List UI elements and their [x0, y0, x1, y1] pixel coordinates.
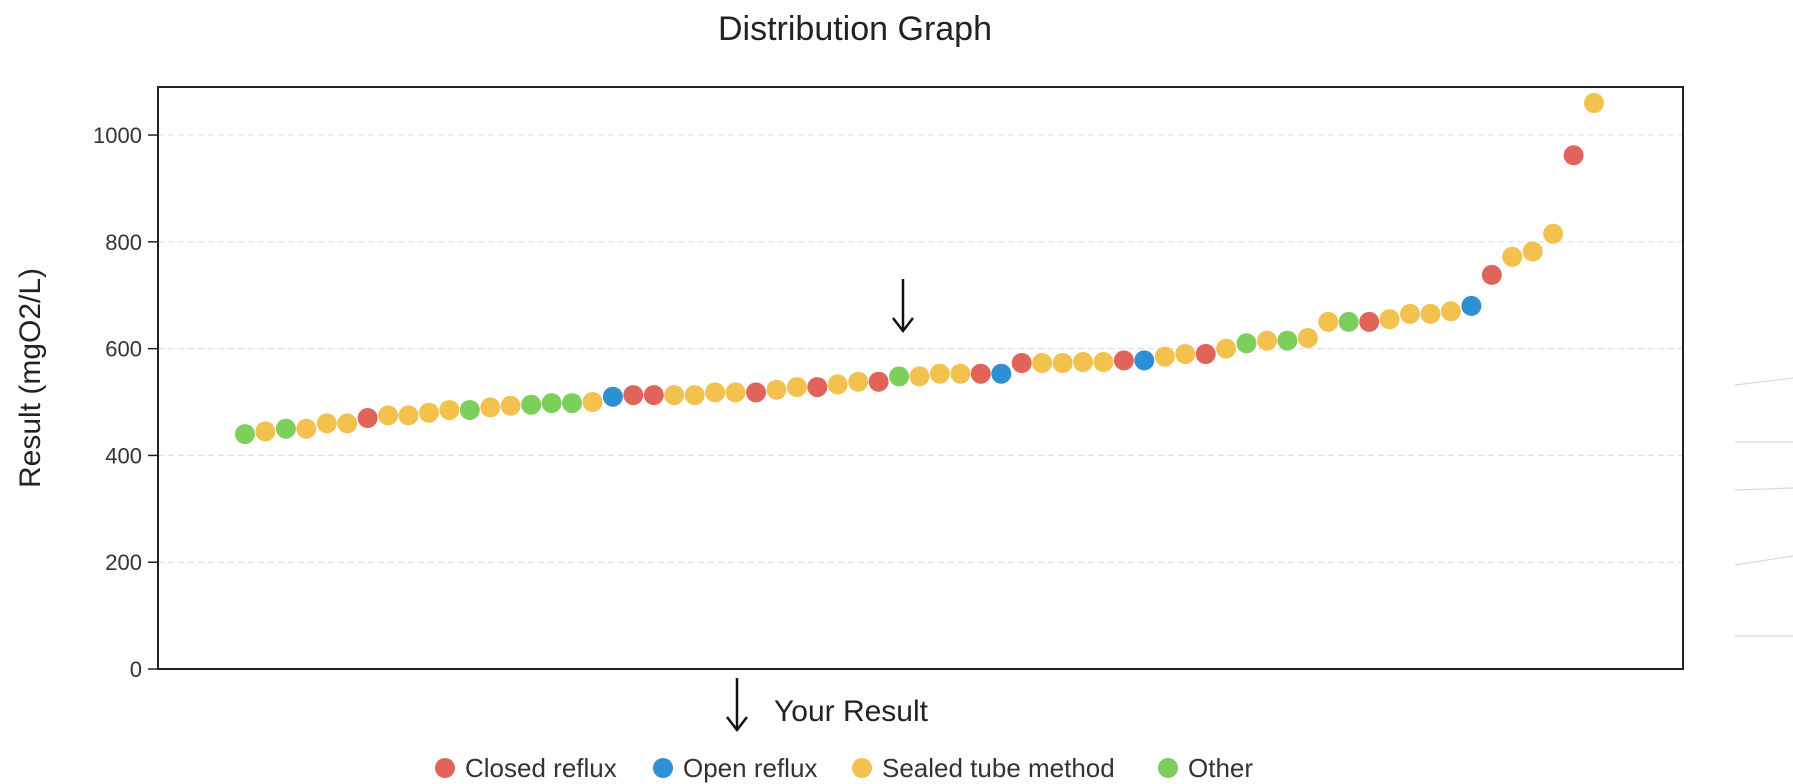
y-tick-label: 200 [105, 550, 142, 575]
data-point[interactable] [562, 393, 582, 414]
data-point[interactable] [643, 385, 664, 406]
data-point[interactable] [1338, 311, 1359, 332]
data-point[interactable] [786, 377, 807, 398]
data-point[interactable] [746, 382, 766, 403]
legend: Closed reflux Open reflux Sealed tube meth… [435, 753, 1253, 783]
y-tick-label: 0 [130, 657, 142, 682]
data-point[interactable] [950, 363, 971, 384]
legend-swatch [435, 758, 455, 778]
data-point[interactable] [827, 374, 848, 395]
data-point[interactable] [398, 405, 419, 426]
y-tick-label: 800 [105, 230, 142, 255]
data-point[interactable] [868, 371, 889, 392]
data-point[interactable] [909, 366, 930, 387]
data-point[interactable] [1277, 330, 1298, 351]
data-point[interactable] [766, 379, 787, 400]
legend-label: Open reflux [683, 753, 817, 783]
y-axis-ticks: 0 200 400 600 800 1000 [93, 123, 158, 682]
gridlines [158, 134, 1683, 563]
data-point[interactable] [1073, 352, 1093, 372]
data-point[interactable] [1379, 309, 1400, 330]
data-point[interactable] [275, 418, 296, 439]
data-point[interactable] [1236, 333, 1257, 354]
y-tick-label: 1000 [93, 123, 142, 148]
y-tick-label: 600 [105, 337, 142, 362]
legend-swatch [852, 758, 872, 778]
data-point[interactable] [337, 413, 358, 434]
data-point[interactable] [1481, 264, 1502, 285]
data-point[interactable] [623, 385, 644, 406]
data-point[interactable] [1563, 145, 1584, 166]
your-result-indicator: Your Result [726, 678, 929, 733]
data-point[interactable] [296, 418, 317, 439]
data-point[interactable] [807, 377, 828, 398]
data-point[interactable] [480, 397, 501, 418]
data-point[interactable] [1297, 328, 1318, 348]
data-point[interactable] [889, 366, 910, 387]
data-point[interactable] [439, 400, 460, 420]
data-point[interactable] [1522, 241, 1543, 262]
data-point[interactable] [1359, 311, 1380, 332]
data-point[interactable] [1195, 344, 1216, 364]
legend-label: Closed reflux [465, 753, 617, 783]
data-point[interactable] [378, 405, 399, 426]
data-point[interactable] [970, 363, 991, 384]
data-point[interactable] [357, 408, 378, 428]
data-point[interactable] [1257, 330, 1277, 351]
legend-swatch [653, 758, 673, 778]
data-point[interactable] [684, 385, 705, 406]
data-point[interactable] [1543, 223, 1564, 244]
data-point[interactable] [521, 394, 542, 415]
data-point[interactable] [1461, 295, 1482, 316]
plot-frame [157, 86, 1684, 670]
data-point[interactable] [419, 402, 439, 423]
data-point[interactable] [541, 393, 562, 414]
legend-label: Other [1188, 753, 1253, 783]
data-point[interactable] [1093, 352, 1114, 372]
data-point[interactable] [1216, 338, 1237, 359]
data-points [235, 93, 1604, 445]
data-point[interactable] [235, 424, 255, 445]
data-point[interactable] [1502, 246, 1523, 267]
data-point[interactable] [1113, 350, 1134, 371]
legend-item[interactable]: Open reflux [653, 753, 817, 783]
data-point[interactable] [602, 386, 623, 407]
data-point[interactable] [1175, 344, 1196, 364]
data-point[interactable] [929, 363, 950, 384]
data-point[interactable] [664, 385, 685, 406]
data-point[interactable] [1440, 301, 1461, 322]
your-result-arrow [892, 279, 914, 334]
data-point[interactable] [1420, 303, 1441, 324]
data-point[interactable] [1584, 93, 1604, 113]
legend-swatch [1158, 758, 1178, 778]
legend-label: Sealed tube method [882, 753, 1115, 783]
y-axis-label: Result (mgO2/L) [14, 268, 47, 488]
decorative-lines [1734, 377, 1793, 637]
data-point[interactable] [991, 363, 1012, 384]
legend-item[interactable]: Other [1158, 753, 1253, 783]
data-point[interactable] [255, 421, 276, 442]
data-point[interactable] [582, 392, 603, 412]
legend-item[interactable]: Closed reflux [435, 753, 617, 783]
y-tick-label: 400 [105, 443, 142, 468]
data-point[interactable] [1400, 303, 1420, 324]
data-point[interactable] [1154, 346, 1175, 367]
data-point[interactable] [725, 382, 746, 403]
legend-item[interactable]: Sealed tube method [852, 753, 1115, 783]
down-arrow-icon [726, 678, 748, 733]
chart-title: Distribution Graph [718, 10, 992, 48]
data-point[interactable] [459, 400, 480, 420]
data-point[interactable] [1011, 353, 1032, 373]
data-point[interactable] [1134, 350, 1155, 371]
your-result-label: Your Result [774, 695, 929, 728]
data-point[interactable] [1032, 353, 1053, 373]
data-point[interactable] [1318, 311, 1339, 332]
data-point[interactable] [500, 395, 521, 416]
data-point[interactable] [848, 371, 869, 392]
data-point[interactable] [316, 413, 337, 434]
data-point[interactable] [1052, 353, 1073, 373]
data-point[interactable] [705, 382, 726, 403]
